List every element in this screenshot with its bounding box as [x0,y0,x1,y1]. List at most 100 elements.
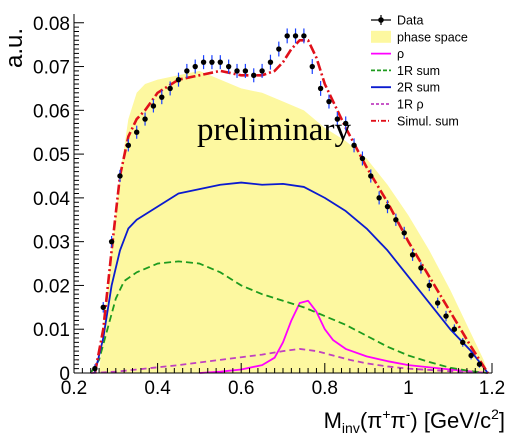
legend-entry-1r-rho: 1R ρ [371,98,424,112]
legend-swatch-marker [378,17,384,23]
data-point [142,112,148,126]
legend-entry-phase-space: phase space [371,30,468,44]
series-phase-space-area [99,70,488,373]
data-point [184,63,190,78]
legend-label: Simul. sum [397,114,459,128]
data-marker [359,155,366,162]
data-point [259,63,265,78]
data-point [376,191,382,205]
data-marker [184,68,190,74]
data-marker [267,59,274,65]
x-tick-label: 0.6 [228,378,254,399]
y-tick-label: 0 [59,364,70,385]
data-marker [460,339,466,346]
data-point [317,80,324,96]
data-marker [150,103,157,109]
data-marker [326,98,332,105]
data-point [100,302,106,313]
x-axis-label-part: π [391,408,406,433]
x-axis-label-part: ] [499,408,505,433]
x-axis-label-part: - [406,406,411,422]
x-axis-label: Minv(π+π-) [GeV/c2] [324,406,505,436]
annotation-layer: preliminary [197,112,351,148]
data-point [326,94,332,109]
data-marker [317,85,324,92]
data-point [351,138,357,153]
data-point [368,169,374,183]
data-point [434,297,441,309]
x-axis-label-part: 2 [491,406,499,422]
data-point [443,310,449,322]
data-marker [292,33,299,39]
data-point [309,59,315,74]
x-tick-label: 0.2 [61,378,87,399]
y-tick-label: 0.06 [33,101,70,122]
x-axis-label-part: M [324,408,342,433]
series-rho-line [199,299,488,374]
legend-label: Data [397,14,423,28]
data-point [175,72,182,87]
data-point [284,28,290,44]
data-point [108,235,115,248]
data-marker [401,230,407,236]
plot-area [89,28,489,374]
data-point [117,169,123,183]
data-point [267,54,274,70]
data-marker [117,173,123,179]
series-simul-sum-line [93,38,489,374]
data-point [276,41,282,57]
data-marker [225,63,232,70]
legend-label: 1R sum [397,64,440,78]
data-point [292,28,299,44]
series-1r-rho-line [90,348,488,374]
data-point [200,55,207,70]
data-point [468,351,474,360]
data-marker [159,94,165,100]
data-marker [443,313,449,319]
legend-label: phase space [397,30,468,44]
data-marker [476,361,483,367]
x-axis-label-part: (π [360,408,383,433]
data-point [460,337,466,347]
y-tick-label: 0.05 [33,145,70,166]
data-marker [251,72,257,78]
data-marker [343,120,349,127]
legend-label: ρ [397,47,404,61]
legend-entry-rho: ρ [371,47,404,61]
x-axis-label-part: inv [342,420,360,436]
data-point [209,55,215,70]
data-point [476,360,483,368]
data-marker [409,252,416,258]
data-point [384,200,391,214]
data-point [92,364,98,373]
series-2r-sum-line [94,181,489,374]
data-marker [351,142,357,149]
data-marker [175,76,182,83]
data-marker [276,46,282,52]
legend-entry-simul-sum: Simul. sum [371,114,459,128]
data-marker [217,59,223,65]
legend-swatch [371,30,391,43]
data-marker [468,352,474,359]
data-point [393,213,399,226]
data-point [150,99,157,113]
legend-label: 1R ρ [397,98,424,112]
data-marker [284,33,290,39]
data-marker [368,173,374,179]
legend-entry-2r-sum: 2R sum [371,81,440,95]
legend: Data phase space ρ 1R sum 2R sum 1R ρ Simul. s… [371,14,468,128]
series-1r-sum-line [89,260,488,374]
data-point [251,68,257,83]
x-axis-label-part: ) [GeV/c [410,408,491,433]
data-point [418,262,424,274]
data-point [125,139,132,152]
data-marker [125,142,132,149]
data-point [217,55,223,70]
data-marker [209,59,215,65]
data-point [134,125,140,139]
data-point [401,226,407,240]
data-point [192,59,198,74]
data-marker [426,282,432,289]
data-marker [142,116,148,122]
data-marker [334,116,341,122]
